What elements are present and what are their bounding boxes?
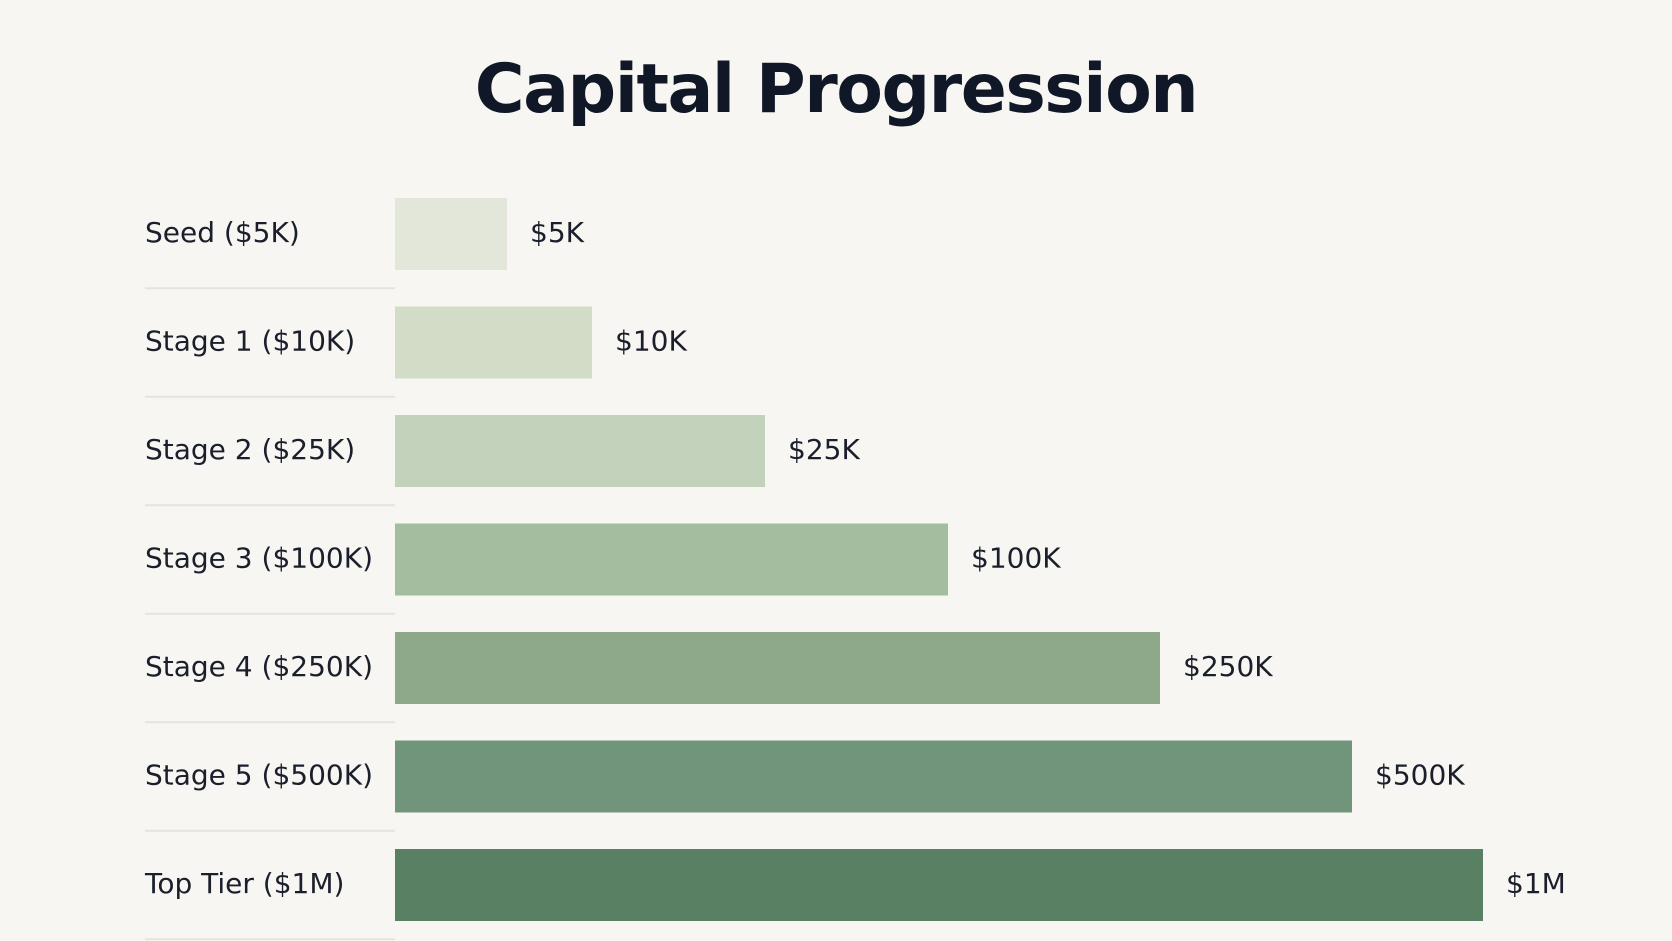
bar (395, 632, 1160, 704)
bar (395, 306, 592, 379)
category-label: Stage 2 ($25K) (145, 433, 355, 466)
category-label: Stage 1 ($10K) (145, 325, 355, 358)
category-label: Stage 5 ($500K) (145, 759, 373, 792)
value-label: $100K (971, 542, 1061, 575)
category-label: Stage 3 ($100K) (145, 542, 373, 575)
value-label: $5K (530, 216, 585, 249)
category-label: Top Tier ($1M) (144, 867, 344, 900)
value-label: $1M (1506, 867, 1566, 900)
value-label: $25K (788, 433, 860, 466)
chart-title: Capital Progression (474, 50, 1199, 129)
value-label: $10K (615, 325, 687, 358)
bar (395, 740, 1352, 813)
category-label: Stage 4 ($250K) (145, 650, 373, 683)
bar (395, 415, 765, 487)
category-label: Seed ($5K) (145, 216, 300, 249)
value-label: $250K (1183, 650, 1273, 683)
bar (395, 849, 1483, 921)
bar (395, 523, 948, 596)
value-label: $500K (1375, 759, 1465, 792)
bar (395, 198, 507, 270)
